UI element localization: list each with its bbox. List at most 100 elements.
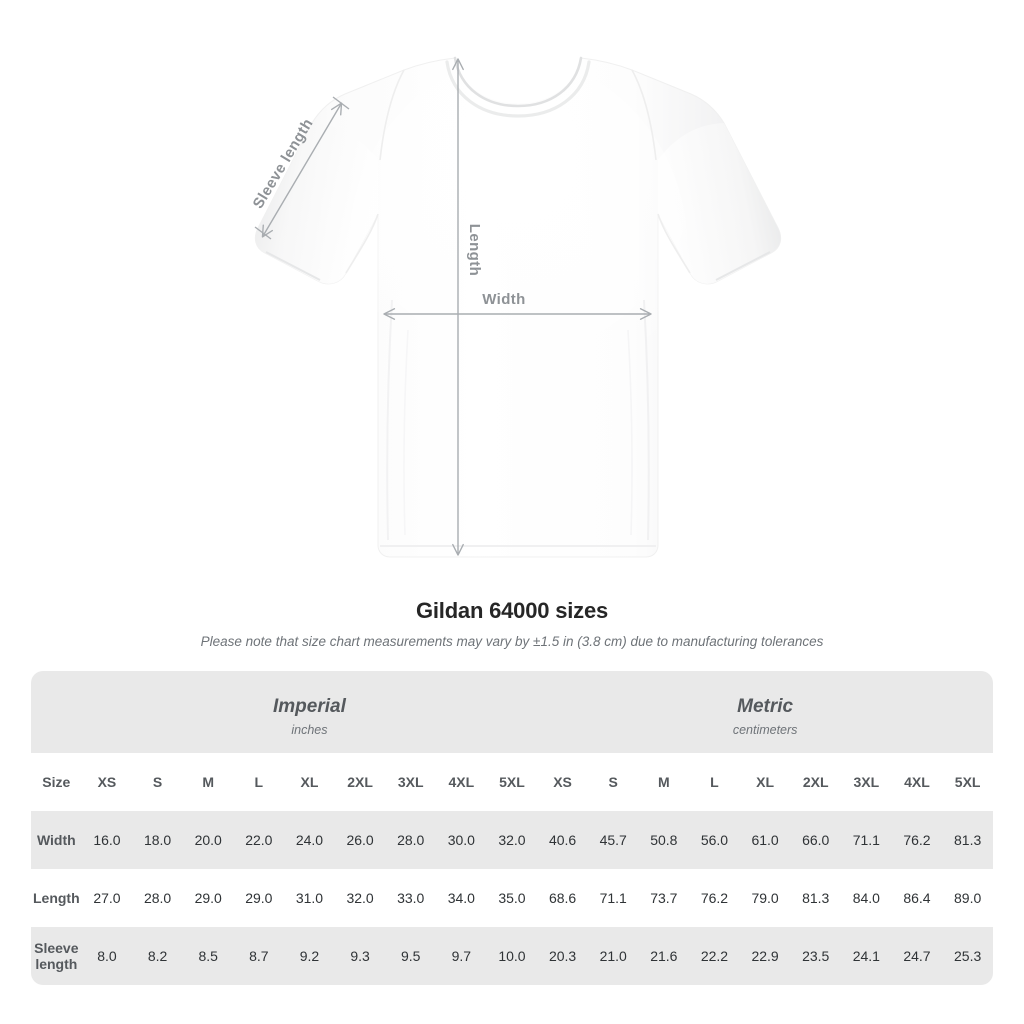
size-header-imperial-5xl: 5XL: [486, 753, 538, 811]
cell-length-imperial-3: 29.0: [233, 869, 285, 927]
cell-sleeve-imperial-0: 8.0: [81, 927, 133, 985]
width-dimension: Width: [383, 291, 652, 320]
size-header-metric-4xl: 4XL: [891, 753, 943, 811]
length-label: Length: [466, 224, 483, 276]
cell-width-metric-3: 56.0: [689, 811, 740, 869]
table-row: Width 16.0 18.0 20.0 22.0 24.0 26.0 28.0…: [31, 811, 993, 869]
cell-sleeve-metric-7: 24.7: [891, 927, 943, 985]
cell-length-imperial-8: 35.0: [486, 869, 538, 927]
table-row: Length 27.0 28.0 29.0 29.0 31.0 32.0 33.…: [31, 869, 993, 927]
size-header-imperial-2xl: 2XL: [334, 753, 386, 811]
title-block: Gildan 64000 sizes Please note that size…: [0, 598, 1024, 649]
cell-length-metric-6: 84.0: [841, 869, 892, 927]
cell-sleeve-imperial-6: 9.5: [385, 927, 436, 985]
cell-width-metric-5: 66.0: [790, 811, 841, 869]
table-row: Sleeve length 8.0 8.2 8.5 8.7 9.2 9.3 9.…: [31, 927, 993, 985]
size-header-metric-xl: XL: [739, 753, 791, 811]
size-header-metric-2xl: 2XL: [790, 753, 841, 811]
cell-width-metric-0: 40.6: [537, 811, 588, 869]
cell-width-imperial-6: 28.0: [385, 811, 436, 869]
unit-banner-row: Imperial inches Metric centimeters: [31, 671, 993, 753]
cell-sleeve-imperial-7: 9.7: [436, 927, 487, 985]
size-header-metric-5xl: 5XL: [942, 753, 993, 811]
cell-sleeve-metric-3: 22.2: [689, 927, 740, 985]
cell-sleeve-metric-8: 25.3: [942, 927, 993, 985]
cell-width-metric-1: 45.7: [587, 811, 639, 869]
cell-width-metric-7: 76.2: [891, 811, 943, 869]
cell-sleeve-imperial-1: 8.2: [132, 927, 183, 985]
cell-width-metric-8: 81.3: [942, 811, 993, 869]
cell-width-metric-2: 50.8: [638, 811, 690, 869]
size-header-metric-s: S: [587, 753, 639, 811]
tshirt-graphic: [254, 56, 782, 558]
size-header-imperial-xs: XS: [81, 753, 133, 811]
size-table-container: Imperial inches Metric centimeters Size: [31, 671, 993, 985]
cell-width-imperial-5: 26.0: [334, 811, 386, 869]
unit-group-imperial-name: Imperial: [273, 696, 346, 718]
cell-width-imperial-0: 16.0: [81, 811, 133, 869]
cell-sleeve-metric-2: 21.6: [638, 927, 690, 985]
cell-length-metric-7: 86.4: [891, 869, 943, 927]
cell-length-metric-0: 68.6: [537, 869, 588, 927]
cell-length-metric-1: 71.1: [587, 869, 639, 927]
cell-sleeve-imperial-8: 10.0: [486, 927, 538, 985]
cell-length-metric-2: 73.7: [638, 869, 690, 927]
cell-sleeve-metric-6: 24.1: [841, 927, 892, 985]
cell-sleeve-imperial-2: 8.5: [182, 927, 234, 985]
unit-group-imperial-sub: inches: [291, 722, 328, 737]
cell-length-imperial-2: 29.0: [182, 869, 234, 927]
cell-length-metric-3: 76.2: [689, 869, 740, 927]
unit-group-metric-name: Metric: [737, 696, 794, 718]
unit-group-metric-sub: centimeters: [732, 722, 798, 737]
tolerance-note: Please note that size chart measurements…: [200, 634, 824, 649]
unit-banner-spacer: [31, 671, 82, 753]
cell-width-metric-6: 71.1: [841, 811, 892, 869]
cell-length-imperial-0: 27.0: [81, 869, 133, 927]
cell-width-imperial-7: 30.0: [436, 811, 487, 869]
size-header-imperial-l: L: [233, 753, 285, 811]
cell-width-imperial-4: 24.0: [284, 811, 335, 869]
cell-sleeve-metric-1: 21.0: [587, 927, 639, 985]
cell-width-metric-4: 61.0: [739, 811, 791, 869]
size-header-imperial-s: S: [132, 753, 183, 811]
cell-sleeve-imperial-5: 9.3: [334, 927, 386, 985]
width-label: Width: [482, 291, 526, 308]
cell-length-imperial-7: 34.0: [436, 869, 487, 927]
size-header-metric-l: L: [689, 753, 740, 811]
size-header-imperial-4xl: 4XL: [436, 753, 487, 811]
size-table: Imperial inches Metric centimeters Size: [31, 671, 993, 985]
cell-width-imperial-1: 18.0: [132, 811, 183, 869]
unit-group-imperial: Imperial inches: [81, 671, 538, 753]
size-corner-label: Size: [31, 753, 82, 811]
row-label-sleeve-length: Sleeve length: [31, 927, 82, 985]
cell-length-imperial-5: 32.0: [334, 869, 386, 927]
size-header-metric-xs: XS: [537, 753, 588, 811]
unit-group-metric: Metric centimeters: [537, 671, 993, 753]
cell-length-imperial-1: 28.0: [132, 869, 183, 927]
cell-sleeve-imperial-3: 8.7: [233, 927, 285, 985]
row-label-width: Width: [31, 811, 82, 869]
cell-length-metric-5: 81.3: [790, 869, 841, 927]
cell-length-imperial-6: 33.0: [385, 869, 436, 927]
cell-sleeve-metric-5: 23.5: [790, 927, 841, 985]
cell-sleeve-metric-4: 22.9: [739, 927, 791, 985]
size-header-imperial-m: M: [182, 753, 234, 811]
page-title: Gildan 64000 sizes: [415, 598, 609, 623]
cell-sleeve-metric-0: 20.3: [537, 927, 588, 985]
cell-sleeve-imperial-4: 9.2: [284, 927, 335, 985]
tshirt-illustration: Length Width Sleeve length: [250, 56, 782, 558]
cell-width-imperial-3: 22.0: [233, 811, 285, 869]
size-header-imperial-xl: XL: [284, 753, 335, 811]
cell-length-metric-4: 79.0: [739, 869, 791, 927]
cell-width-imperial-8: 32.0: [486, 811, 538, 869]
row-label-length: Length: [31, 869, 82, 927]
size-header-metric-m: M: [638, 753, 690, 811]
cell-length-metric-8: 89.0: [942, 869, 993, 927]
length-dimension: Length: [452, 58, 483, 556]
size-header-metric-3xl: 3XL: [841, 753, 892, 811]
cell-width-imperial-2: 20.0: [182, 811, 234, 869]
size-header-row: Size XS S M L XL 2XL 3XL 4XL 5XL XS S M …: [31, 753, 993, 811]
size-header-imperial-3xl: 3XL: [385, 753, 436, 811]
cell-length-imperial-4: 31.0: [284, 869, 335, 927]
